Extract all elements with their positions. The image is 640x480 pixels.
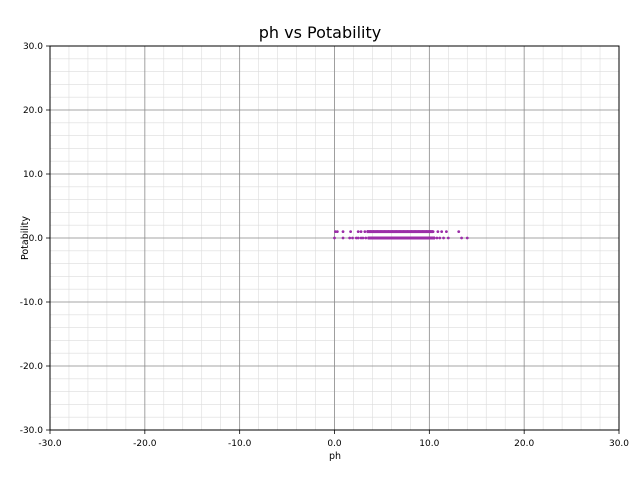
data-point	[438, 236, 442, 240]
data-point-band	[367, 236, 436, 240]
y-tick-label: 0.0	[29, 234, 44, 244]
data-point	[341, 230, 345, 234]
x-tick-label: -30.0	[38, 439, 62, 449]
y-tick-label: -20.0	[20, 362, 44, 372]
data-point	[341, 236, 345, 240]
data-points	[333, 230, 469, 240]
data-point	[457, 230, 461, 234]
data-point	[356, 230, 360, 234]
x-tick-label: -20.0	[133, 439, 157, 449]
y-tick-label: 30.0	[23, 42, 43, 52]
x-tick-label: 20.0	[514, 439, 534, 449]
x-axis-label: ph	[329, 451, 341, 462]
data-point	[361, 236, 365, 240]
data-point	[442, 236, 445, 240]
x-tick-label: 0.0	[327, 439, 342, 449]
data-point	[460, 236, 463, 240]
data-point	[436, 230, 440, 234]
y-tick-label: 20.0	[23, 106, 43, 116]
data-point	[349, 230, 353, 234]
data-point-band	[366, 230, 434, 234]
data-point	[333, 236, 336, 240]
data-point	[348, 236, 352, 240]
x-tick-label: 10.0	[419, 439, 439, 449]
y-axis-ticks: -30.0 -20.0 -10.0 0.0 10.0 20.0 30.0	[20, 42, 50, 436]
data-point	[364, 236, 368, 240]
y-tick-label: -10.0	[20, 298, 44, 308]
data-point	[465, 236, 469, 240]
y-tick-label: -30.0	[20, 426, 44, 436]
data-point	[445, 230, 448, 234]
data-point	[356, 236, 360, 240]
chart-title: ph vs Potability	[259, 23, 381, 42]
data-point	[440, 230, 444, 234]
data-point	[359, 230, 363, 234]
data-point	[335, 230, 339, 234]
data-point	[435, 236, 439, 240]
data-point	[363, 230, 367, 234]
y-axis-label: Potability	[20, 216, 31, 260]
data-point	[446, 236, 450, 240]
data-point	[351, 236, 354, 240]
x-tick-label: -10.0	[228, 439, 252, 449]
y-tick-label: 10.0	[23, 170, 43, 180]
x-tick-label: 30.0	[609, 439, 629, 449]
x-axis-ticks: -30.0 -20.0 -10.0 0.0 10.0 20.0 30.0	[38, 430, 629, 449]
